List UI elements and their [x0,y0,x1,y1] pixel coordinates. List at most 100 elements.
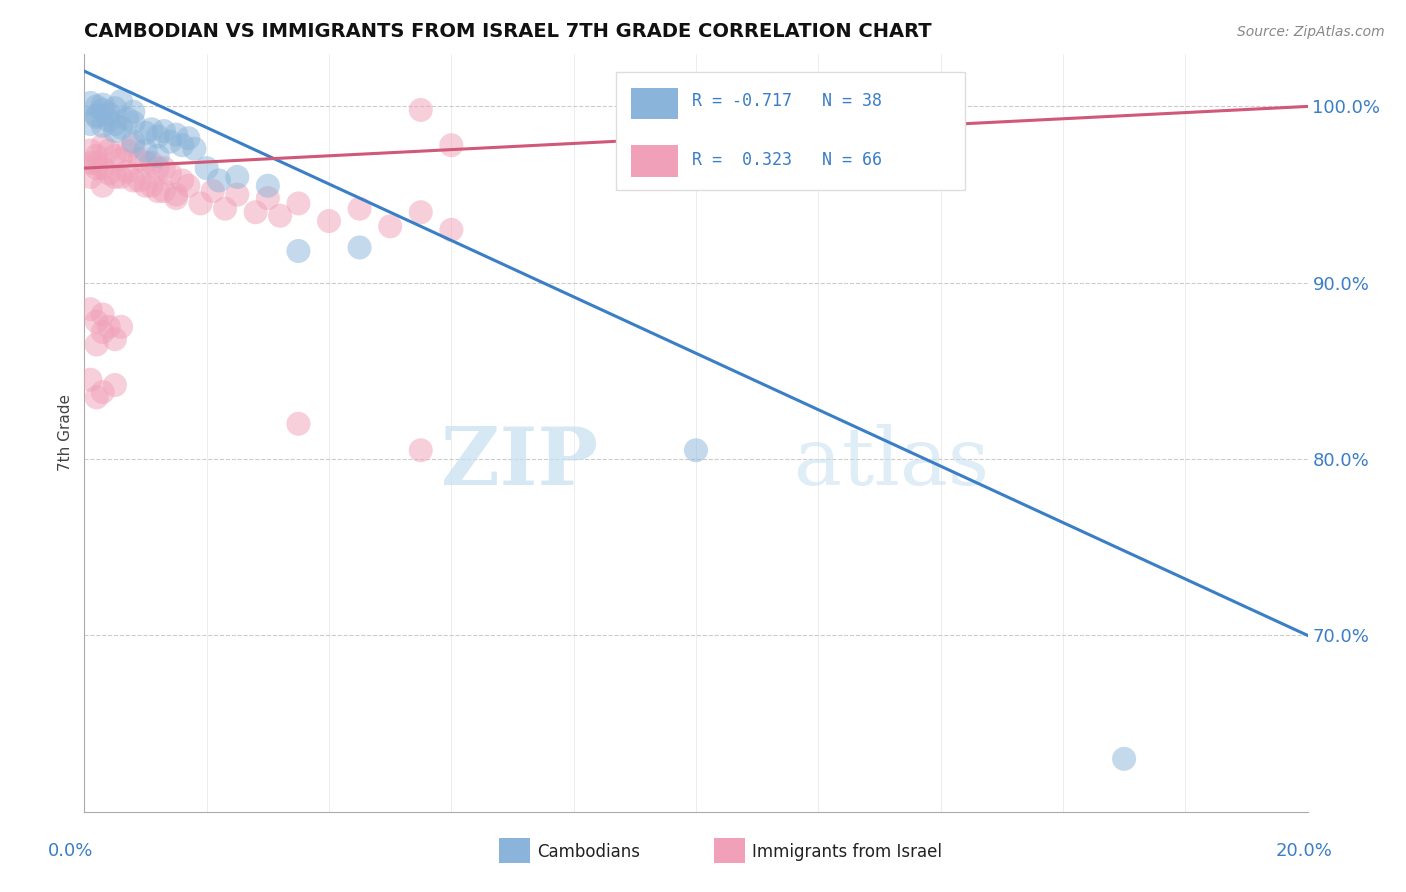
Point [122,138,145,153]
Point [165,187,187,202]
Point [141,122,163,136]
Point [440,223,463,237]
Point [318,214,340,228]
Point [165,191,187,205]
Point [128,153,150,167]
Point [177,131,200,145]
Point [104,149,127,163]
Point [110,169,132,184]
Bar [631,87,678,120]
Point [122,173,145,187]
Point [86,99,108,113]
Point [135,178,157,193]
Point [257,178,280,193]
Point [104,117,127,131]
Point [110,94,132,108]
Point [153,184,176,198]
Point [79,95,101,110]
Point [159,166,181,180]
Point [122,115,145,129]
Point [349,202,371,216]
Point [245,205,267,219]
Point [409,205,432,219]
Point [153,124,176,138]
Point [86,149,108,163]
Point [1114,752,1136,766]
Point [135,144,157,158]
Point [110,153,132,167]
Point [97,144,120,158]
Point [807,161,830,175]
Point [91,308,114,322]
Point [409,103,432,117]
Point [97,166,120,180]
Point [79,117,101,131]
Text: Immigrants from Israel: Immigrants from Israel [752,843,942,861]
Point [141,156,163,170]
Point [104,169,127,184]
Point [122,104,145,119]
Point [79,156,101,170]
Point [122,135,145,149]
Text: R = -0.717   N = 38: R = -0.717 N = 38 [692,92,883,111]
Point [226,187,249,202]
Point [91,119,114,133]
Point [177,178,200,193]
Point [79,169,101,184]
Point [104,378,127,392]
Point [869,153,891,167]
Point [146,129,169,144]
Point [86,161,108,175]
Point [349,240,371,254]
Point [115,144,138,158]
Point [146,149,169,163]
Point [86,156,108,170]
Point [146,184,169,198]
Point [409,443,432,458]
Point [380,219,402,234]
Text: 0.0%: 0.0% [48,842,93,860]
Point [226,169,249,184]
Point [79,302,101,317]
Point [104,124,127,138]
Point [97,113,120,128]
Bar [631,145,678,178]
Point [190,196,212,211]
Point [91,178,114,193]
Point [257,191,280,205]
Point [97,106,120,120]
Point [86,314,108,328]
Point [141,178,163,193]
Point [208,173,231,187]
Point [115,112,138,126]
Point [685,99,707,113]
Point [97,319,120,334]
Point [195,161,218,175]
Point [91,325,114,339]
Point [172,138,194,153]
Text: Source: ZipAtlas.com: Source: ZipAtlas.com [1237,25,1385,39]
Text: atlas: atlas [794,424,988,502]
Y-axis label: 7th Grade: 7th Grade [58,394,73,471]
Point [685,443,707,458]
Point [172,173,194,187]
Point [115,164,138,178]
Point [91,97,114,112]
Point [91,385,114,400]
Point [110,319,132,334]
Point [183,142,205,156]
Point [269,209,291,223]
Point [86,337,108,351]
Point [287,417,309,431]
Point [86,108,108,122]
Point [159,135,181,149]
Point [91,138,114,153]
Point [165,128,187,142]
Point [86,390,108,404]
Bar [616,72,965,190]
Point [79,144,101,158]
Text: ZIP: ZIP [441,424,598,502]
Point [91,161,114,175]
Point [153,161,176,175]
Point [135,156,157,170]
